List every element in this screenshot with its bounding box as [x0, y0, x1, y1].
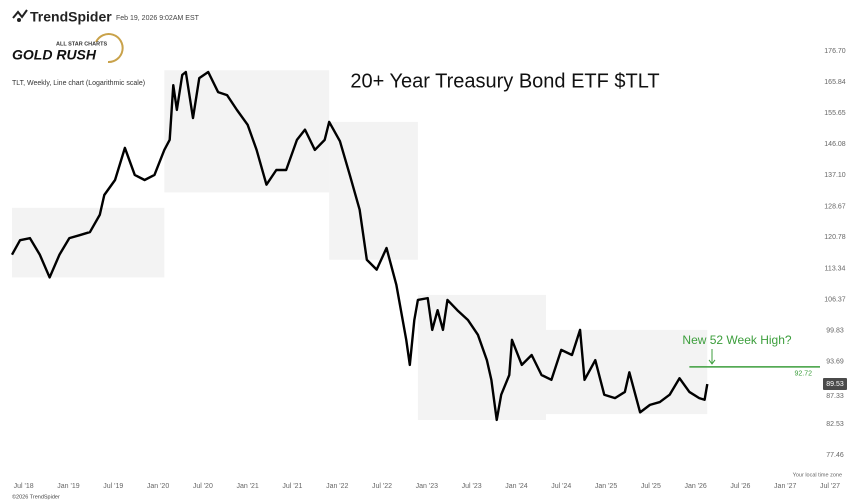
y-tick-label: 165.84 [824, 79, 846, 86]
badge-main: GOLD RUSH [12, 47, 97, 63]
copyright: ©2026 TrendSpider [12, 493, 60, 500]
last-price-box [823, 378, 847, 391]
x-tick-label: Jul '23 [462, 483, 482, 490]
y-tick-label: 155.65 [824, 110, 846, 117]
y-tick-label: 113.34 [825, 265, 846, 272]
brand-logo [12, 9, 28, 22]
annotation-arrowhead [708, 359, 716, 365]
y-tick-label: 99.83 [826, 328, 844, 335]
x-tick-label: Jul '22 [372, 483, 392, 490]
subtitle: TLT, Weekly, Line chart (Logarithmic sca… [12, 80, 145, 87]
x-tick-label: Jan '27 [774, 483, 796, 490]
badge-top: ALL STAR CHARTS [56, 41, 107, 47]
y-tick-label: 146.08 [824, 141, 846, 148]
price-line [10, 70, 709, 422]
y-tick-label: 137.10 [824, 172, 846, 179]
y-tick-label: 128.67 [824, 203, 846, 210]
x-tick-label: Jul '20 [193, 483, 213, 490]
x-tick-label: Jan '19 [57, 483, 79, 490]
logo-dot [17, 18, 21, 22]
x-tick-label: Jul '21 [282, 483, 302, 490]
y-tick-label: 82.53 [826, 421, 844, 428]
last-price-label: 89.53 [826, 381, 844, 388]
chart-title: 20+ Year Treasury Bond ETF $TLT [350, 70, 659, 92]
x-tick-label: Jul '25 [641, 483, 661, 490]
annotation: New 52 Week High? [682, 333, 791, 347]
x-tick-label: Jul '18 [14, 483, 34, 490]
badge-swoosh [95, 33, 124, 64]
x-tick-label: Jan '21 [236, 483, 258, 490]
y-tick-label: 106.37 [824, 296, 846, 303]
logo-icon [12, 9, 28, 19]
range-band [546, 329, 708, 415]
reference-label: 92.72 [794, 371, 812, 378]
y-tick-label: 77.46 [826, 452, 844, 459]
x-tick-label: Jan '24 [505, 483, 527, 490]
range-band [329, 121, 418, 260]
brand: TrendSpider [30, 9, 112, 25]
x-tick-label: Jan '26 [684, 483, 706, 490]
x-tick-label: Jul '26 [730, 483, 750, 490]
y-tick-label: 93.69 [826, 359, 844, 366]
range-band [164, 70, 330, 193]
x-tick-label: Jul '24 [551, 483, 571, 490]
x-tick-label: Jul '19 [103, 483, 123, 490]
y-tick-label: 176.70 [824, 48, 846, 55]
x-tick-label: Jul '27 [820, 483, 840, 490]
x-tick-label: Jan '23 [416, 483, 438, 490]
y-tick-label: 87.33 [826, 393, 844, 400]
x-tick-label: Jan '22 [326, 483, 348, 490]
range-band [12, 207, 165, 278]
x-tick-label: Jan '25 [595, 483, 617, 490]
x-tick-label: Jan '20 [147, 483, 169, 490]
y-tick-label: 120.78 [824, 234, 846, 241]
timezone: Your local time zone [793, 472, 842, 478]
timestamp: Feb 19, 2026 9:02AM EST [116, 15, 200, 22]
plot-area [10, 70, 820, 422]
